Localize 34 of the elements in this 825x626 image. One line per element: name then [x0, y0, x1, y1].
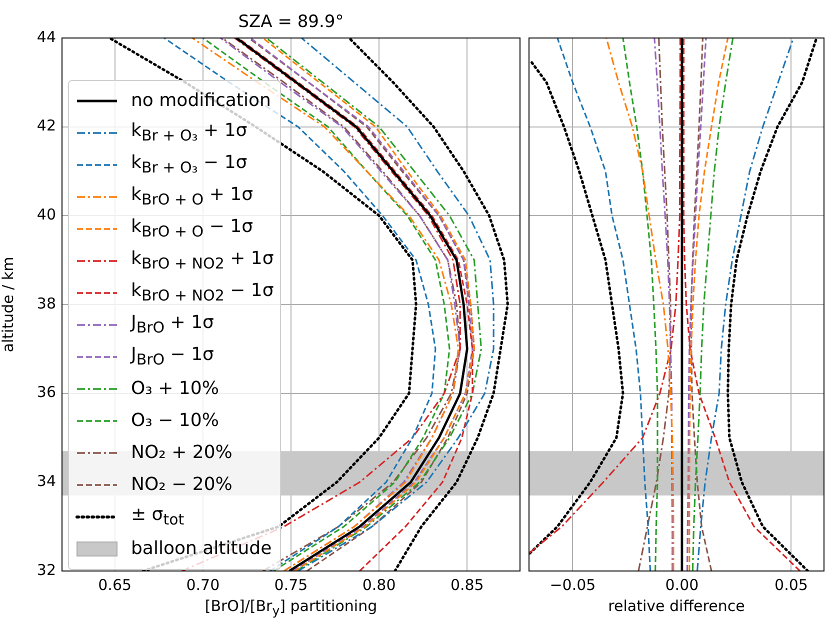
y-tick-label: 38 — [36, 294, 56, 312]
legend-label: balloon altitude — [131, 538, 272, 559]
y-axis-title: altitude / km — [0, 256, 17, 352]
y-tick-label: 42 — [36, 116, 56, 135]
legend-label: k$_{Br + O₃}$ + 1σ — [131, 120, 248, 145]
x-tick-label: 0.65 — [98, 576, 132, 594]
legend-label: k$_{BrO + O}$ + 1σ — [131, 184, 254, 209]
y-tick-label: 36 — [36, 383, 56, 402]
x-tick-label: 0.05 — [774, 576, 808, 594]
legend-label: k$_{Br + O₃}$ − 1σ — [131, 152, 248, 177]
x-tick-label: 0.85 — [450, 576, 484, 594]
y-tick-label: 34 — [36, 472, 56, 490]
legend-label: O₃ + 10% — [131, 378, 219, 399]
x-tick-label: 0.00 — [665, 576, 699, 594]
legend-label: ± σ$_{tot}$ — [131, 504, 184, 529]
y-tick-label: 40 — [36, 206, 56, 224]
x-tick-label: 0.80 — [362, 576, 396, 594]
legend-label: k$_{BrO + NO2}$ + 1σ — [131, 248, 274, 273]
legend-label: J$_{BrO}$ + 1σ — [131, 312, 214, 337]
x-tick-label: 0.75 — [274, 576, 308, 594]
x-axis-title: relative difference — [607, 597, 746, 615]
legend-label: no modification — [131, 90, 271, 111]
legend-label: NO₂ − 20% — [131, 474, 232, 495]
x-axis-title: [BrO]/[Br$_{y}$] partitioning — [204, 597, 378, 618]
y-tick-label: 44 — [36, 28, 56, 46]
y-tick-label: 32 — [36, 560, 56, 579]
legend-label: O₃ − 10% — [131, 410, 219, 431]
legend-label: J$_{BrO}$ − 1σ — [131, 344, 214, 369]
legend-label: k$_{BrO + NO2}$ − 1σ — [131, 280, 274, 305]
x-tick-label: −0.05 — [550, 576, 596, 594]
legend-label: k$_{BrO + O}$ − 1σ — [131, 216, 254, 241]
x-tick-label: 0.70 — [186, 576, 220, 594]
legend-label: NO₂ + 20% — [131, 442, 232, 463]
chart-title: SZA = 89.9° — [237, 12, 345, 32]
